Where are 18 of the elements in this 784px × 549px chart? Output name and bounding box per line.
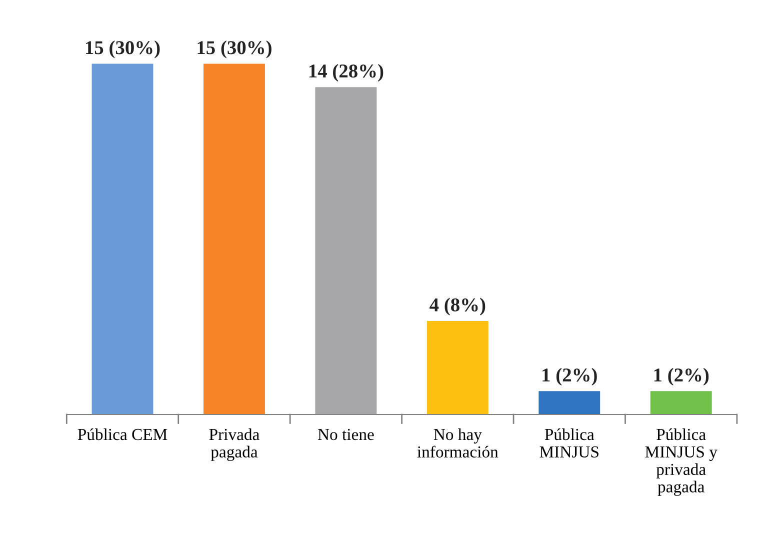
- data-label: 14 (28%): [309, 64, 384, 82]
- x-tick-label: No tiene: [318, 428, 374, 440]
- bar: [650, 391, 712, 414]
- bar: [538, 391, 600, 414]
- bar: [92, 64, 154, 414]
- bar: [426, 320, 488, 414]
- data-label: 1 (2%): [654, 368, 709, 386]
- x-tick-label: Pública MINJUS: [540, 428, 598, 458]
- bar: [315, 87, 377, 414]
- x-tick-label: Pública CEM: [78, 428, 168, 440]
- x-tick-label: Pública MINJUS y privada pagada: [645, 428, 718, 496]
- data-label: 15 (30%): [198, 40, 272, 58]
- x-tick-label: No hay información: [417, 428, 498, 458]
- data-label: 15 (30%): [86, 40, 160, 58]
- data-label: 1 (2%): [542, 368, 597, 386]
- x-tick-label: Privada pagada: [209, 428, 260, 461]
- bar: [203, 64, 265, 414]
- data-label: 4 (8%): [430, 298, 486, 316]
